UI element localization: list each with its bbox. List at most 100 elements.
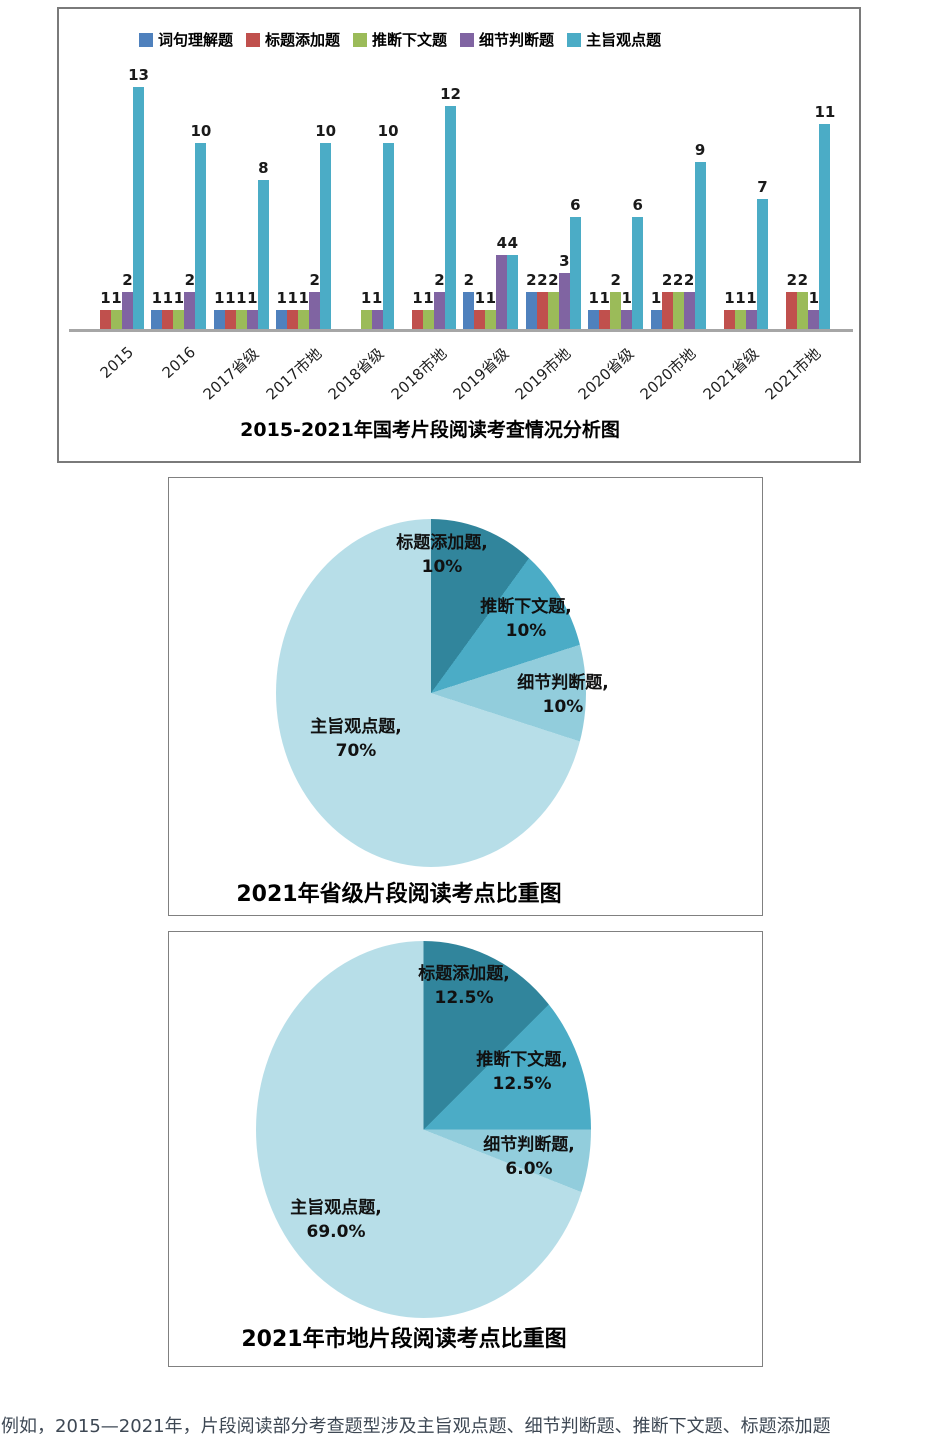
bar-value-label: 2 [683,270,695,289]
pie-slice-name: 推断下文题, [480,597,572,618]
bar-value-label: 1 [735,289,746,308]
bar-value-label: 1 [236,289,247,308]
bar-标题添加题-2019省级 [474,310,486,329]
x-axis-line [69,329,853,332]
pie-slice-percentage: 12.5% [434,988,494,1008]
bar-细节判断题-2015 [122,291,133,329]
bar-value-label: 9 [694,140,706,159]
pie-slice-name: 标题添加题, [418,964,510,985]
bar-细节判断题-2020省级 [621,310,633,329]
pie-municipal [256,941,591,1318]
bar-value-label: 4 [507,233,519,252]
legend-item-主旨观点题: 主旨观点题 [567,29,661,50]
bar-value-label: 1 [621,289,632,308]
bar-value-label: 2 [309,270,320,289]
legend-swatch-icon [460,32,475,47]
bar-value-label: 2 [797,270,809,289]
bar-value-label: 1 [423,289,434,308]
bar-value-label: 2 [537,270,548,289]
bar-词句理解题-2017省级 [213,310,225,329]
footer-paragraph-clipped: 例如，2015—2021年，片段阅读部分考查题型涉及主旨观点题、细节判断题、推断… [1,1416,831,1437]
bar-推断下文题-2019省级 [485,310,497,329]
bar-value-label: 2 [434,270,445,289]
pie-slice-label-主旨观点题: 主旨观点题, 70% [310,716,401,764]
bar-value-label: 1 [247,289,258,308]
bar-主旨观点题-2018市地 [445,105,456,329]
bar-value-label: 1 [214,289,225,308]
legend-item-词句理解题: 词句理解题 [139,29,233,50]
pie-slice-name: 标题添加题, [396,533,488,554]
bar-主旨观点题-2016 [195,143,207,329]
bar-主旨观点题-2018省级 [382,143,394,329]
bar-标题添加题-2020市地 [661,291,673,329]
bar-推断下文题-2021省级 [735,310,746,329]
bar-主旨观点题-2015 [133,87,144,329]
bar-value-label: 1 [162,289,174,308]
legend-item-细节判断题: 细节判断题 [460,29,554,50]
bar-推断下文题-2015 [111,310,122,329]
bar-value-label: 1 [360,289,372,308]
pie-slice-percentage: 10% [505,621,547,641]
bar-value-label: 2 [122,270,133,289]
bar-value-label: 2 [548,270,559,289]
bar-value-label: 2 [786,270,798,289]
pie-provincial [276,519,586,867]
legend-swatch-icon [567,32,582,47]
bar-value-label: 1 [111,289,122,308]
pie-slice-percentage: 70% [335,741,377,761]
bar-value-label: 3 [559,252,570,271]
bar-推断下文题-2019市地 [547,291,559,329]
bar-chart-title: 2015-2021年国考片段阅读考查情况分析图 [240,419,620,441]
legend-label: 主旨观点题 [586,31,662,49]
bar-标题添加题-2015 [100,310,111,329]
bar-value-label: 6 [632,196,643,215]
bar-标题添加题-2021省级 [724,310,735,329]
bar-细节判断题-2018市地 [434,291,445,329]
legend-item-标题添加题: 标题添加题 [246,29,340,50]
bar-标题添加题-2017市地 [287,310,299,329]
bar-推断下文题-2018省级 [360,310,372,329]
bar-value-label: 2 [526,270,537,289]
bar-标题添加题-2021市地 [786,291,798,329]
bar-value-label: 6 [570,196,581,215]
bar-标题添加题-2019市地 [536,291,548,329]
bar-主旨观点题-2021省级 [757,198,768,329]
bar-value-label: 7 [757,177,768,196]
bar-value-label: 1 [724,289,735,308]
bar-细节判断题-2016 [184,291,196,329]
bar-标题添加题-2018市地 [412,310,423,329]
bar-细节判断题-2020市地 [683,291,695,329]
pie-provincial-title: 2021年省级片段阅读考点比重图 [236,882,562,907]
bar-value-label: 1 [599,289,610,308]
bar-主旨观点题-2019省级 [507,254,519,329]
bar-词句理解题-2019省级 [463,291,475,329]
pie-slice-name: 细节判断题, [483,1135,575,1156]
legend-item-推断下文题: 推断下文题 [353,29,447,50]
bar-词句理解题-2017市地 [276,310,288,329]
legend-swatch-icon [353,32,368,47]
bar-value-label: 2 [610,270,621,289]
legend-label: 词句理解题 [158,31,234,49]
bar-词句理解题-2019市地 [525,291,537,329]
pie-chart-municipal-panel: 标题添加题, 12.5% 推断下文题, 12.5% 细节判断题, 6.0% 主旨观点题, 69… [168,931,763,1367]
bar-value-label: 12 [440,84,461,103]
bar-value-label: 10 [377,122,399,140]
bar-词句理解题-2020市地 [650,310,662,329]
legend-label: 细节判断题 [479,31,555,49]
bar-推断下文题-2016 [173,310,185,329]
bar-value-label: 2 [184,270,196,289]
bar-value-label: 1 [225,289,236,308]
bar-主旨观点题-2020市地 [694,161,706,329]
bar-chart-legend: 词句理解题 标题添加题 推断下文题 细节判断题 主旨观点题 [139,29,661,50]
bar-标题添加题-2020省级 [599,310,611,329]
bar-value-label: 11 [814,103,836,122]
bar-细节判断题-2021省级 [746,310,757,329]
pie-slice-percentage: 69.0% [306,1222,366,1242]
bar-value-label: 1 [287,289,298,308]
legend-label: 推断下文题 [372,31,448,49]
bar-标题添加题-2016 [162,310,174,329]
bar-value-label: 1 [650,289,662,308]
legend-swatch-icon [246,32,261,47]
bar-词句理解题-2016 [151,310,163,329]
